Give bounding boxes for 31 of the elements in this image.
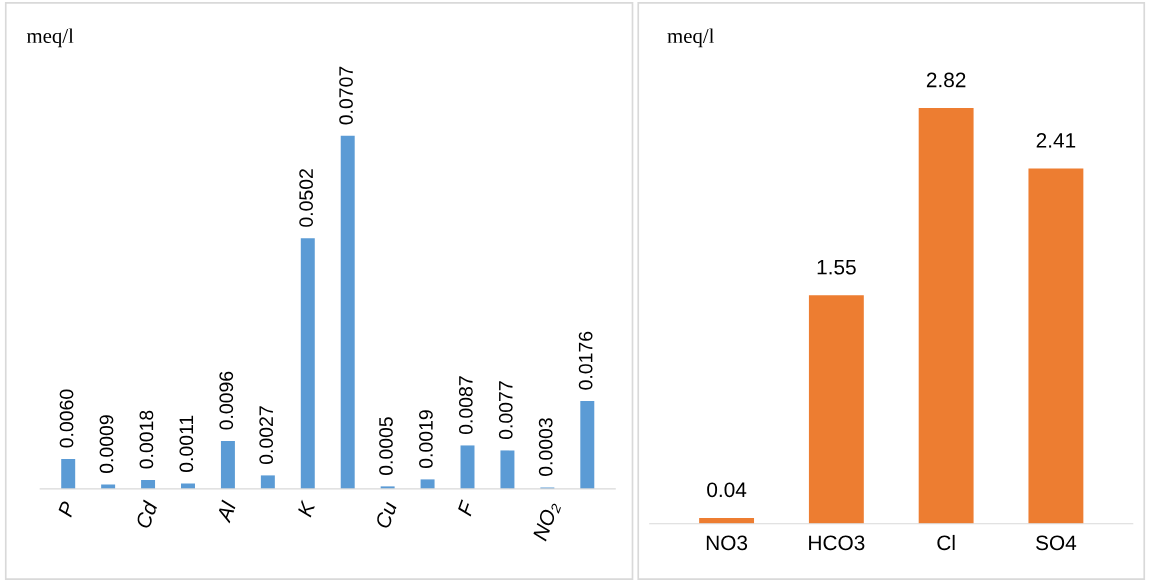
data-label: 0.0019	[419, 410, 433, 469]
data-label: 0.0077	[498, 381, 513, 440]
data-label: 0.0096	[219, 371, 234, 430]
x-tick-label: SO4	[1036, 535, 1077, 551]
data-label: 0.0707	[339, 66, 353, 125]
data-label: 0.0176	[578, 331, 593, 390]
x-tick-label: NO₂	[532, 500, 562, 543]
data-label: 0.0005	[379, 417, 393, 476]
x-tick-label: K	[297, 499, 316, 518]
data-label: 0.0009	[99, 415, 114, 474]
data-label: 0.0018	[139, 410, 154, 469]
data-label: 0.04	[707, 482, 747, 498]
y-axis-title: meq/l	[26, 28, 74, 48]
x-tick-label: HCO3	[809, 535, 865, 551]
data-label: 0.0027	[259, 406, 274, 465]
data-label: 0.0060	[59, 389, 74, 448]
x-tick-label: Cl	[937, 534, 955, 551]
data-label: 0.0502	[299, 169, 313, 227]
data-label: 0.0087	[458, 376, 473, 435]
data-label: 0.0011	[179, 415, 194, 473]
data-label: 2.41	[1036, 133, 1076, 148]
data-label: 1.55	[817, 260, 856, 275]
x-tick-label: P	[57, 500, 76, 518]
data-label: 0.0003	[538, 418, 553, 477]
y-axis-title: meq/l	[667, 28, 715, 48]
x-tick-label: F	[457, 499, 476, 517]
x-tick-label: Cd	[134, 499, 159, 530]
x-tick-label: Cu	[374, 500, 398, 530]
x-tick-label: Al	[215, 499, 237, 524]
data-label: 2.82	[926, 72, 966, 88]
x-tick-label: NO3	[706, 535, 748, 551]
